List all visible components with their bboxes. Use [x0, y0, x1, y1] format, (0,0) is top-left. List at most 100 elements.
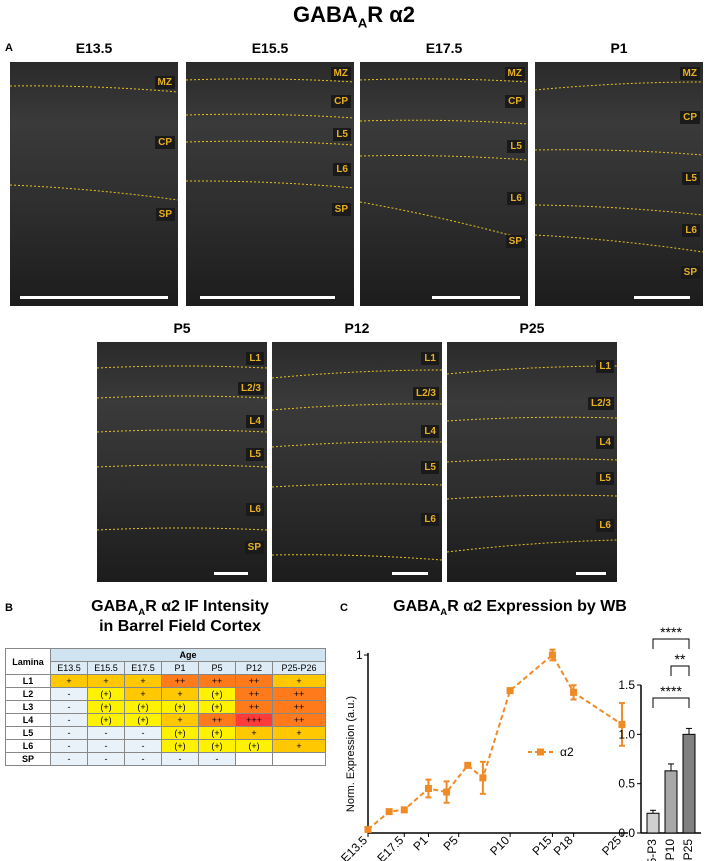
micrograph-e15.5: MZ CP L5 L6 SP: [186, 62, 354, 306]
intensity-cell: +++: [235, 713, 273, 727]
micrograph-p12: L1 L2/3 L4 L5 L6: [272, 342, 442, 582]
age-header: Age: [50, 648, 326, 662]
data-point: [424, 785, 432, 792]
layer-boundary: [10, 184, 178, 201]
intensity-cell: (+): [161, 739, 199, 753]
layer-label: SP: [680, 266, 700, 279]
intensity-cell: -: [87, 739, 125, 753]
data-point: [464, 761, 472, 769]
lamina-cell: L6: [5, 739, 51, 753]
layer-label: L2/3: [587, 397, 614, 410]
intensity-cell: -: [50, 726, 88, 740]
layer-boundary: [535, 204, 703, 216]
lamina-cell: L2: [5, 687, 51, 701]
data-point: [506, 687, 514, 695]
layer-label: MZ: [504, 67, 525, 80]
intensity-table: Lamina Age E13.5 E15.5 E17.5 P1 P5 P12 P25-P26 L1…: [5, 648, 326, 766]
layer-label: L5: [682, 172, 700, 185]
bar-p15-p25: [682, 733, 696, 834]
intensity-cell: (+): [87, 687, 125, 701]
layer-label: L1: [421, 352, 439, 365]
intensity-cell: -: [50, 752, 88, 766]
intensity-cell: -: [124, 752, 162, 766]
intensity-cell: ++: [161, 674, 199, 688]
intensity-cell: ++: [198, 713, 236, 727]
intensity-cell: [235, 752, 273, 766]
layer-label: MZ: [330, 67, 351, 80]
layer-label: L5: [507, 140, 525, 153]
layer-boundary: [447, 365, 617, 375]
significance-label: ****: [660, 625, 682, 640]
data-point: [400, 806, 408, 814]
lamina-cell: L5: [5, 726, 51, 740]
bar-y-tick-label: 1.5: [618, 678, 635, 692]
layer-label: L1: [596, 360, 614, 373]
data-point: [618, 720, 626, 728]
age-column: P5: [198, 661, 236, 675]
legend-marker: [537, 748, 544, 756]
bar-category-label: P15-P25: [681, 839, 695, 861]
lamina-cell: L3: [5, 700, 51, 714]
layer-boundary: [272, 554, 442, 561]
lamina-header: Lamina: [5, 648, 51, 675]
layer-label: L5: [333, 128, 351, 141]
x-tick-label: P5: [441, 833, 462, 854]
intensity-cell: (+): [124, 700, 162, 714]
intensity-cell: ++: [272, 687, 326, 701]
layer-label: L6: [333, 163, 351, 176]
layer-boundary: [97, 464, 267, 468]
image-title-p25: P25: [519, 320, 545, 336]
bar-category-label: E13.5-P3: [645, 839, 659, 861]
x-tick-label: P18: [551, 833, 576, 858]
panel-c-title: GABAAR α2 Expression by WB: [393, 598, 627, 619]
bar-e13.5-p3: [646, 812, 660, 834]
layer-label: CP: [680, 111, 700, 124]
micrograph-p25: L1 L2/3 L4 L5 L6: [447, 342, 617, 582]
layer-boundary: [360, 78, 528, 83]
layer-label: L5: [246, 448, 264, 461]
intensity-cell: ++: [272, 713, 326, 727]
x-tick-label: P15: [530, 833, 555, 858]
image-title-p5: P5: [173, 320, 191, 336]
layer-label: CP: [331, 95, 351, 108]
series-line-a2: [367, 653, 623, 831]
intensity-cell: ++: [198, 674, 236, 688]
micrograph-p5: L1 L2/3 L4 L5 L6 SP: [97, 342, 267, 582]
intensity-cell: (+): [198, 739, 236, 753]
micrograph-p1: MZ CP L5 L6 SP: [535, 62, 703, 306]
data-point: [443, 788, 451, 796]
image-title-p1: P1: [610, 40, 628, 56]
age-column: E17.5: [124, 661, 162, 675]
intensity-cell: (+): [124, 713, 162, 727]
layer-boundary: [360, 119, 528, 125]
layer-boundary: [447, 416, 617, 422]
data-point: [364, 825, 372, 833]
age-column: E15.5: [87, 661, 125, 675]
y-tick-label: 1: [356, 648, 363, 662]
layer-label: MZ: [679, 67, 700, 80]
intensity-cell: -: [87, 726, 125, 740]
layer-label: L4: [596, 436, 614, 449]
intensity-cell: -: [198, 752, 236, 766]
age-column: E13.5: [50, 661, 88, 675]
table-row: L6- - - (+) (+) (+) +: [5, 739, 326, 753]
x-tick-label: E17.5: [374, 833, 406, 861]
layer-label: SP: [505, 235, 525, 248]
significance-bracket: [652, 638, 690, 649]
layer-label: L6: [507, 192, 525, 205]
data-point: [548, 651, 556, 659]
intensity-cell: +: [124, 674, 162, 688]
legend-label: α2: [560, 745, 574, 759]
intensity-cell: +: [272, 739, 326, 753]
figure-title: GABAAR α2: [292, 2, 416, 31]
layer-label: L5: [421, 461, 439, 474]
data-point: [570, 688, 578, 696]
layer-label: L2/3: [237, 382, 264, 395]
layer-boundary: [272, 483, 442, 488]
scale-bar: [432, 296, 520, 299]
layer-label: CP: [505, 95, 525, 108]
layer-boundary: [447, 494, 617, 500]
scale-bar: [200, 296, 335, 299]
intensity-cell: -: [124, 726, 162, 740]
layer-label: L6: [596, 519, 614, 532]
